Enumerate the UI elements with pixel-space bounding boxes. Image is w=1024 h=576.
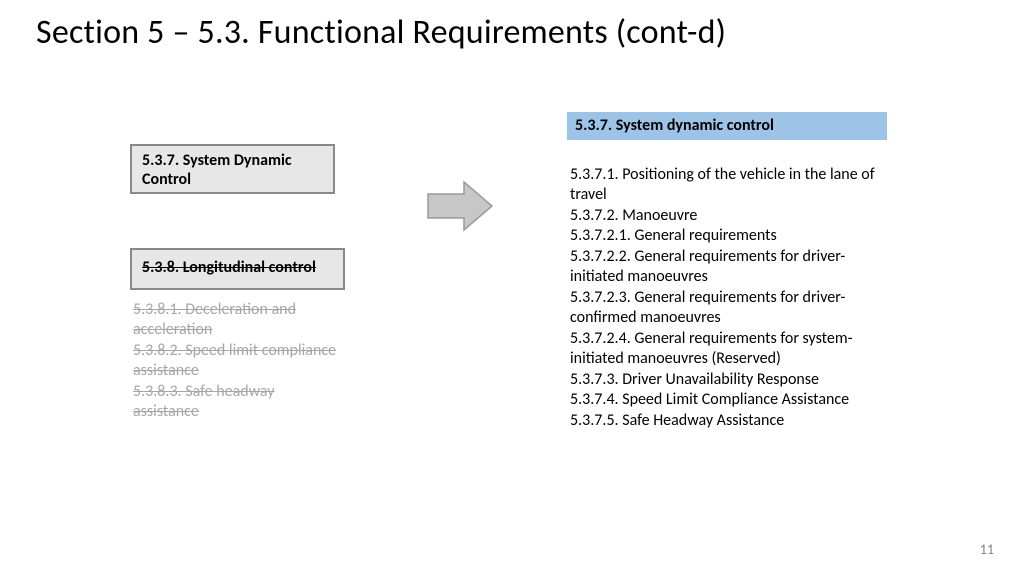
box-longitudinal-control: 5.3.8. Longitudinal control <box>130 248 345 290</box>
right-header: 5.3.7. System dynamic control <box>567 112 887 140</box>
struck-list: 5.3.8.1. Deceleration and acceleration 5… <box>133 300 343 423</box>
page-title: Section 5 – 5.3. Functional Requirements… <box>36 12 726 53</box>
struck-item: 5.3.8.2. Speed limit compliance assistan… <box>133 341 343 382</box>
page-number: 11 <box>980 541 994 558</box>
struck-item: 5.3.8.1. Deceleration and acceleration <box>133 300 343 341</box>
list-item: 5.3.7.2.2. General requirements for driv… <box>570 247 890 288</box>
list-item: 5.3.7.4. Speed Limit Compliance Assistan… <box>570 390 890 410</box>
arrow-icon <box>420 176 500 241</box>
list-item: 5.3.7.2.4. General requirements for syst… <box>570 329 890 370</box>
struck-item: 5.3.8.3. Safe headway assistance <box>133 382 343 423</box>
list-item: 5.3.7.1. Positioning of the vehicle in t… <box>570 165 890 206</box>
list-item: 5.3.7.5. Safe Headway Assistance <box>570 411 890 431</box>
arrow-shape <box>428 182 492 230</box>
right-list: 5.3.7.1. Positioning of the vehicle in t… <box>570 165 890 431</box>
box-system-dynamic-control: 5.3.7. System Dynamic Control <box>130 144 335 194</box>
list-item: 5.3.7.2. Manoeuvre <box>570 206 890 226</box>
list-item: 5.3.7.3. Driver Unavailability Response <box>570 370 890 390</box>
list-item: 5.3.7.2.3. General requirements for driv… <box>570 288 890 329</box>
slide: Section 5 – 5.3. Functional Requirements… <box>0 0 1024 576</box>
list-item: 5.3.7.2.1. General requirements <box>570 226 890 246</box>
